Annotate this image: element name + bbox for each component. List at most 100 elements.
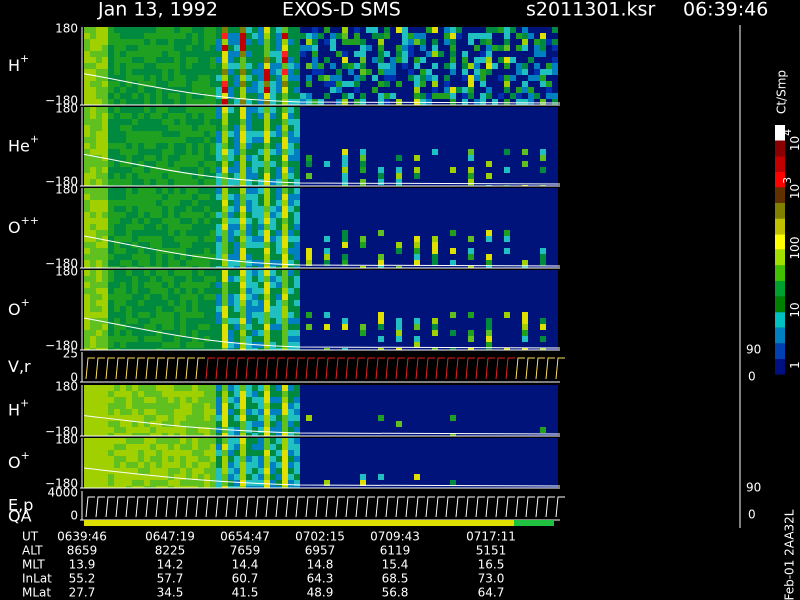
spectrogram-cell: [522, 218, 528, 224]
spectrogram-cell: [372, 93, 378, 99]
spectrogram-cell: [192, 51, 198, 57]
spectrogram-cell: [480, 236, 486, 242]
spectrogram-cell: [258, 93, 264, 99]
spectrogram-cell: [438, 254, 444, 260]
spectrogram-cell: [480, 330, 486, 336]
spectrogram-cell: [114, 173, 120, 179]
spectrogram-cell: [156, 69, 162, 75]
spectrogram-cell: [492, 206, 498, 212]
spectrogram-cell: [420, 212, 426, 218]
spectrogram-cell: [300, 87, 306, 93]
spectrogram-cell: [342, 33, 348, 39]
spectrogram-cell: [228, 276, 234, 282]
spectrogram-cell: [234, 260, 240, 266]
spectrogram-cell: [462, 282, 468, 288]
sawtooth: [255, 357, 265, 380]
spectrogram-cell: [126, 188, 132, 194]
spectrogram-cell: [114, 107, 120, 113]
spectrogram-cell: [348, 330, 354, 336]
spectrogram-cell: [540, 99, 546, 105]
spectrogram-cell: [390, 433, 396, 436]
spectrogram-cell: [318, 107, 324, 113]
spectrogram-cell: [426, 87, 432, 93]
spectrogram-cell: [414, 421, 420, 427]
spectrogram-cell: [324, 87, 330, 93]
spectrogram-cell: [234, 294, 240, 300]
spectrogram-cell: [474, 260, 480, 266]
spectrogram-cell: [450, 87, 456, 93]
spectrogram-cell: [402, 218, 408, 224]
spectrogram-cell: [186, 270, 192, 276]
spectrogram-cell: [396, 266, 402, 268]
spectrogram-cell: [456, 113, 462, 119]
spectrogram-cell: [354, 206, 360, 212]
spectrogram-cell: [282, 39, 288, 45]
spectrogram-cell: [372, 113, 378, 119]
spectrogram-cell: [228, 194, 234, 200]
spectrogram-cell: [120, 270, 126, 276]
spectrogram-cell: [252, 200, 258, 206]
spectrogram-cell: [534, 282, 540, 288]
spectrogram-cell: [222, 107, 228, 113]
spectrogram-cell: [132, 63, 138, 69]
spectrogram-cell: [180, 125, 186, 131]
spectrogram-cell: [528, 131, 534, 137]
spectrogram-cell: [168, 27, 174, 33]
spectrogram-cell: [294, 63, 300, 69]
spectrogram-cell: [402, 415, 408, 421]
spectrogram-cell: [162, 75, 168, 81]
spectrogram-cell: [360, 254, 366, 260]
spectrogram-cell: [366, 45, 372, 51]
spectrogram-cell: [156, 206, 162, 212]
spectrogram-cell: [402, 397, 408, 403]
spectrogram-cell: [414, 312, 420, 318]
spectrogram-cell: [426, 149, 432, 155]
spectrogram-cell: [252, 119, 258, 125]
spectrogram-cell: [114, 276, 120, 282]
spectrogram-cell: [432, 39, 438, 45]
spectrogram-cell: [420, 306, 426, 312]
spectrogram-cell: [504, 230, 510, 236]
spectrogram-cell: [342, 45, 348, 51]
spectrogram-cell: [462, 242, 468, 248]
spectrogram-cell: [504, 270, 510, 276]
spectrogram-cell: [480, 125, 486, 131]
spectrogram-cell: [282, 391, 288, 397]
spectrogram-cell: [336, 200, 342, 206]
spectrogram-cell: [474, 107, 480, 113]
spectrogram-cell: [240, 336, 246, 342]
spectrogram-cell: [390, 276, 396, 282]
spectrogram-cell: [516, 155, 522, 161]
spectrogram-cell: [204, 288, 210, 294]
spectrogram-cell: [120, 69, 126, 75]
spectrogram-cell: [300, 236, 306, 242]
spectrogram-cell: [114, 300, 120, 306]
spectrogram-cell: [120, 149, 126, 155]
spectrogram-cell: [84, 167, 90, 173]
spectrogram-cell: [198, 206, 204, 212]
spectrogram-cell: [486, 206, 492, 212]
spectrogram-cell: [210, 266, 216, 268]
spectrogram-cell: [426, 336, 432, 342]
spectrogram-cell: [270, 155, 276, 161]
spectrogram-cell: [480, 179, 486, 185]
spectrogram-cell: [318, 403, 324, 409]
spectrogram-cell: [498, 294, 504, 300]
spectrogram-cell: [216, 242, 222, 248]
spectrogram-cell: [126, 113, 132, 119]
spectrogram-cell: [384, 143, 390, 149]
spectrogram-cell: [402, 421, 408, 427]
spectrogram-cell: [246, 161, 252, 167]
spectrogram-cell: [510, 312, 516, 318]
spectrogram-cell: [516, 242, 522, 248]
spectrogram-cell: [144, 179, 150, 185]
spectrogram-cell: [318, 427, 324, 433]
spectrogram-cell: [132, 282, 138, 288]
spectrogram-cell: [318, 276, 324, 282]
spectrogram-cell: [144, 188, 150, 194]
spectrogram-cell: [342, 236, 348, 242]
spectrogram-cell: [306, 306, 312, 312]
spectrogram-cell: [540, 143, 546, 149]
spectrogram-cell: [474, 248, 480, 254]
spectrogram-cell: [198, 143, 204, 149]
